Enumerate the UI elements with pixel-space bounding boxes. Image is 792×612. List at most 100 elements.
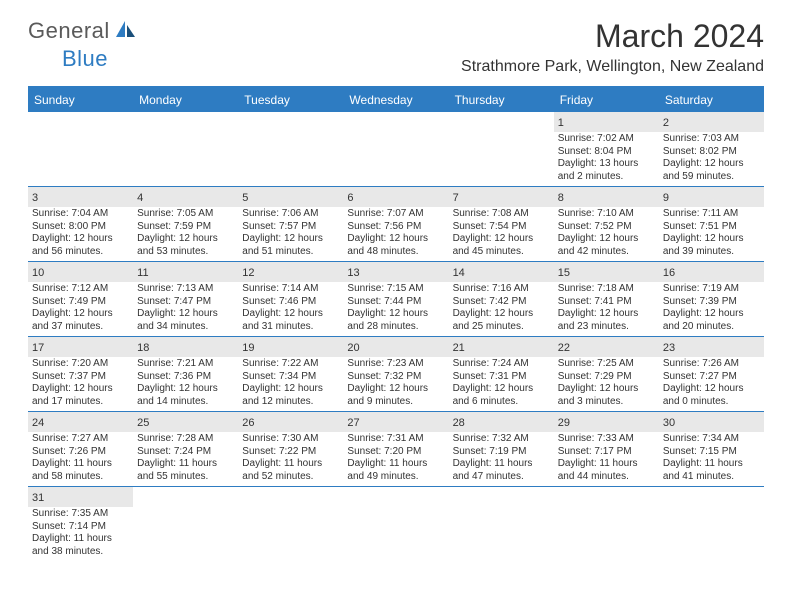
daynum-bar: 6 [343, 187, 448, 207]
month-title: March 2024 [461, 18, 764, 55]
day-cell: 23Sunrise: 7:26 AMSunset: 7:27 PMDayligh… [659, 337, 764, 411]
daylight-text: and 38 minutes. [32, 546, 129, 559]
daynum-bar: 4 [133, 187, 238, 207]
sunset-text: Sunset: 7:42 PM [453, 296, 550, 309]
day-number: 8 [558, 192, 564, 204]
daynum-bar: 14 [449, 262, 554, 282]
daynum-bar: 27 [343, 412, 448, 432]
daynum-bar: 24 [28, 412, 133, 432]
sunrise-text: Sunrise: 7:24 AM [453, 358, 550, 371]
empty-cell [238, 487, 343, 561]
daylight-text: and 53 minutes. [137, 246, 234, 259]
day-number: 28 [453, 417, 465, 429]
daylight-text: and 55 minutes. [137, 471, 234, 484]
daylight-text: and 28 minutes. [347, 321, 444, 334]
daynum-bar: 25 [133, 412, 238, 432]
daylight-text: and 3 minutes. [558, 396, 655, 409]
sunrise-text: Sunrise: 7:16 AM [453, 283, 550, 296]
daylight-text: and 45 minutes. [453, 246, 550, 259]
daylight-text: Daylight: 12 hours [32, 233, 129, 246]
day-number: 12 [242, 267, 254, 279]
sunrise-text: Sunrise: 7:08 AM [453, 208, 550, 221]
sunset-text: Sunset: 7:34 PM [242, 371, 339, 384]
daylight-text: and 56 minutes. [32, 246, 129, 259]
week-row: 17Sunrise: 7:20 AMSunset: 7:37 PMDayligh… [28, 337, 764, 412]
daylight-text: and 58 minutes. [32, 471, 129, 484]
daynum-bar: 3 [28, 187, 133, 207]
daylight-text: Daylight: 12 hours [663, 383, 760, 396]
week-row: 31Sunrise: 7:35 AMSunset: 7:14 PMDayligh… [28, 487, 764, 561]
day-cell: 14Sunrise: 7:16 AMSunset: 7:42 PMDayligh… [449, 262, 554, 336]
daylight-text: and 6 minutes. [453, 396, 550, 409]
empty-cell [343, 112, 448, 186]
day-label: Thursday [449, 88, 554, 112]
day-number: 15 [558, 267, 570, 279]
empty-cell [554, 487, 659, 561]
sunrise-text: Sunrise: 7:10 AM [558, 208, 655, 221]
day-number: 9 [663, 192, 669, 204]
day-cell: 17Sunrise: 7:20 AMSunset: 7:37 PMDayligh… [28, 337, 133, 411]
sunrise-text: Sunrise: 7:06 AM [242, 208, 339, 221]
sunrise-text: Sunrise: 7:18 AM [558, 283, 655, 296]
sunset-text: Sunset: 7:49 PM [32, 296, 129, 309]
day-header-row: Sunday Monday Tuesday Wednesday Thursday… [28, 88, 764, 112]
week-row: 24Sunrise: 7:27 AMSunset: 7:26 PMDayligh… [28, 412, 764, 487]
day-number: 31 [32, 492, 44, 504]
day-cell: 11Sunrise: 7:13 AMSunset: 7:47 PMDayligh… [133, 262, 238, 336]
day-cell: 12Sunrise: 7:14 AMSunset: 7:46 PMDayligh… [238, 262, 343, 336]
daynum-bar: 2 [659, 112, 764, 132]
sunrise-text: Sunrise: 7:26 AM [663, 358, 760, 371]
sunset-text: Sunset: 7:39 PM [663, 296, 760, 309]
sunset-text: Sunset: 7:56 PM [347, 221, 444, 234]
sunset-text: Sunset: 7:47 PM [137, 296, 234, 309]
logo-blue-wrap: Blue [62, 46, 108, 72]
sunrise-text: Sunrise: 7:35 AM [32, 508, 129, 521]
daylight-text: and 0 minutes. [663, 396, 760, 409]
day-cell: 21Sunrise: 7:24 AMSunset: 7:31 PMDayligh… [449, 337, 554, 411]
daylight-text: Daylight: 11 hours [242, 458, 339, 471]
daylight-text: and 39 minutes. [663, 246, 760, 259]
day-label: Saturday [659, 88, 764, 112]
daynum-bar: 10 [28, 262, 133, 282]
day-cell: 27Sunrise: 7:31 AMSunset: 7:20 PMDayligh… [343, 412, 448, 486]
sunset-text: Sunset: 7:17 PM [558, 446, 655, 459]
sunrise-text: Sunrise: 7:28 AM [137, 433, 234, 446]
day-number: 25 [137, 417, 149, 429]
sunset-text: Sunset: 7:59 PM [137, 221, 234, 234]
daynum-bar: 9 [659, 187, 764, 207]
sunset-text: Sunset: 8:04 PM [558, 146, 655, 159]
sunset-text: Sunset: 7:14 PM [32, 521, 129, 534]
day-cell: 13Sunrise: 7:15 AMSunset: 7:44 PMDayligh… [343, 262, 448, 336]
sunset-text: Sunset: 7:15 PM [663, 446, 760, 459]
daylight-text: and 14 minutes. [137, 396, 234, 409]
sunrise-text: Sunrise: 7:03 AM [663, 133, 760, 146]
daylight-text: Daylight: 12 hours [558, 383, 655, 396]
day-number: 10 [32, 267, 44, 279]
day-number: 1 [558, 117, 564, 129]
daylight-text: and 47 minutes. [453, 471, 550, 484]
daylight-text: Daylight: 12 hours [663, 233, 760, 246]
day-cell: 15Sunrise: 7:18 AMSunset: 7:41 PMDayligh… [554, 262, 659, 336]
daylight-text: and 48 minutes. [347, 246, 444, 259]
day-cell: 25Sunrise: 7:28 AMSunset: 7:24 PMDayligh… [133, 412, 238, 486]
daynum-bar: 29 [554, 412, 659, 432]
sunrise-text: Sunrise: 7:25 AM [558, 358, 655, 371]
day-number: 4 [137, 192, 143, 204]
sunset-text: Sunset: 7:51 PM [663, 221, 760, 234]
daylight-text: Daylight: 12 hours [137, 308, 234, 321]
location: Strathmore Park, Wellington, New Zealand [461, 58, 764, 76]
day-cell: 22Sunrise: 7:25 AMSunset: 7:29 PMDayligh… [554, 337, 659, 411]
daylight-text: Daylight: 12 hours [558, 308, 655, 321]
day-cell: 24Sunrise: 7:27 AMSunset: 7:26 PMDayligh… [28, 412, 133, 486]
day-cell: 31Sunrise: 7:35 AMSunset: 7:14 PMDayligh… [28, 487, 133, 561]
day-number: 13 [347, 267, 359, 279]
daynum-bar: 30 [659, 412, 764, 432]
logo: General [28, 18, 139, 44]
daylight-text: and 51 minutes. [242, 246, 339, 259]
day-cell: 5Sunrise: 7:06 AMSunset: 7:57 PMDaylight… [238, 187, 343, 261]
sunrise-text: Sunrise: 7:31 AM [347, 433, 444, 446]
day-number: 20 [347, 342, 359, 354]
daylight-text: Daylight: 12 hours [137, 383, 234, 396]
sunset-text: Sunset: 7:26 PM [32, 446, 129, 459]
daylight-text: Daylight: 11 hours [32, 458, 129, 471]
